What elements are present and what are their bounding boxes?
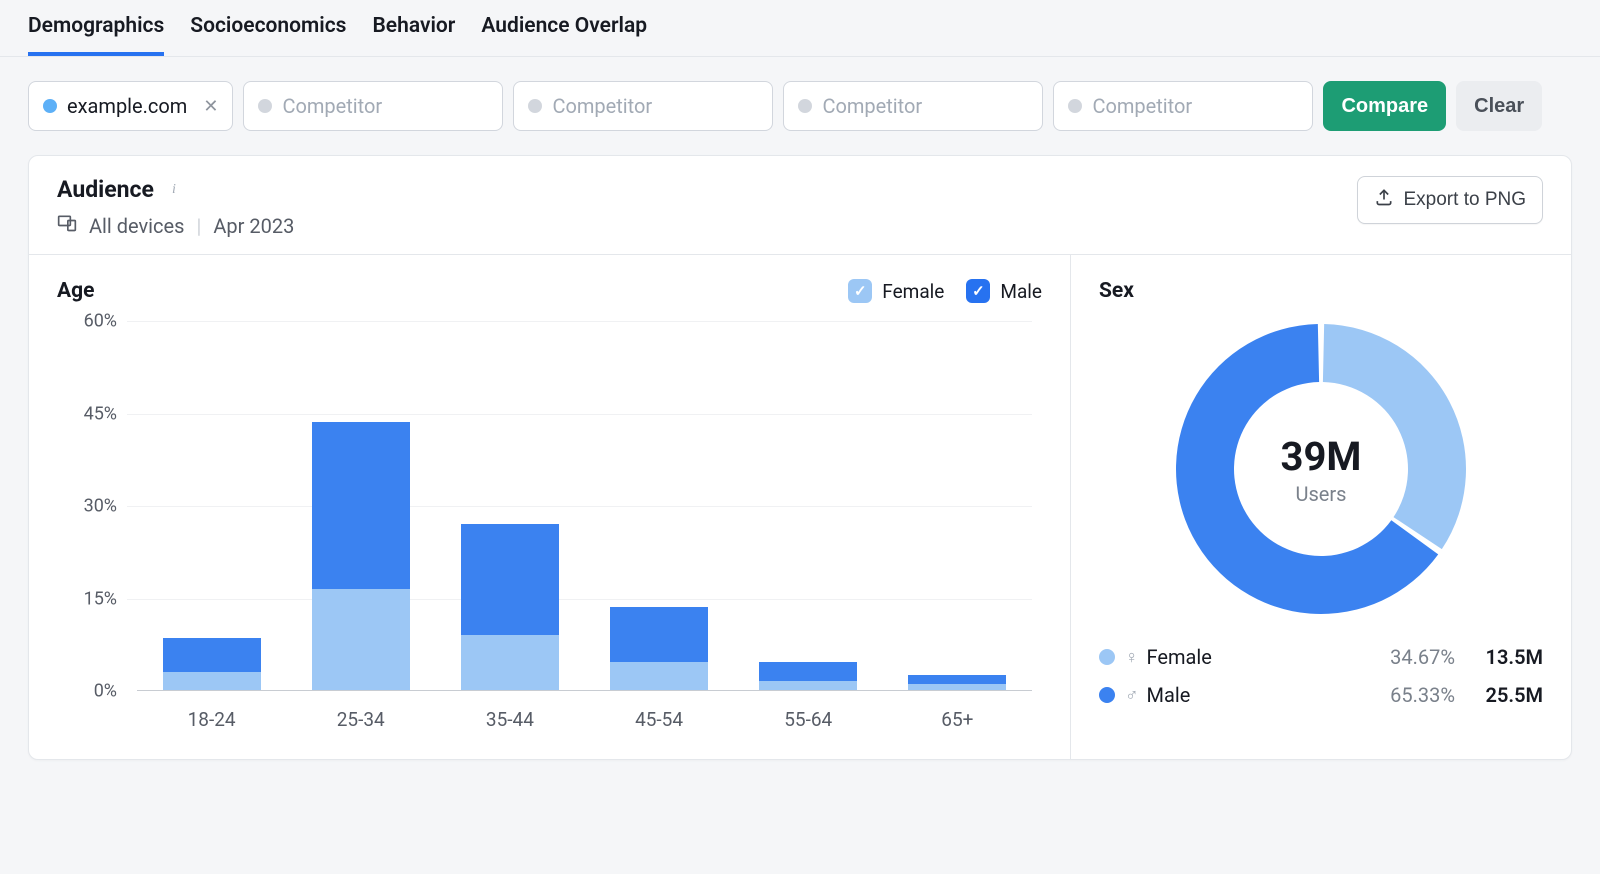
legend-label-male: Male bbox=[1000, 280, 1042, 303]
date-label: Apr 2023 bbox=[213, 214, 294, 238]
upload-icon bbox=[1374, 187, 1394, 213]
clear-button[interactable]: Clear bbox=[1456, 81, 1542, 131]
bar-segment-female bbox=[908, 684, 1006, 690]
y-axis-label: 0% bbox=[57, 681, 117, 702]
age-legend: ✓ Female ✓ Male bbox=[848, 279, 1042, 303]
sex-percent: 65.33% bbox=[1390, 683, 1455, 707]
legend-toggle-female[interactable]: ✓ Female bbox=[848, 279, 944, 303]
bar-segment-female bbox=[461, 635, 559, 690]
card-title-row: Audience i bbox=[57, 176, 294, 203]
x-axis-label: 25-34 bbox=[312, 708, 410, 731]
export-label: Export to PNG bbox=[1404, 189, 1527, 211]
sex-label: Male bbox=[1147, 683, 1391, 707]
sex-legend-row-male: ♂ Male65.33% 25.5M bbox=[1099, 683, 1543, 707]
placeholder-text: Competitor bbox=[1092, 94, 1192, 118]
bar-group bbox=[908, 321, 1006, 690]
x-axis-label: 45-54 bbox=[610, 708, 708, 731]
empty-dot-icon bbox=[528, 99, 542, 113]
bar-segment-male bbox=[908, 675, 1006, 684]
domain-label: example.com bbox=[67, 94, 187, 118]
placeholder-text: Competitor bbox=[552, 94, 652, 118]
domain-dot bbox=[43, 99, 57, 113]
legend-label-female: Female bbox=[882, 280, 944, 303]
legend-toggle-male[interactable]: ✓ Male bbox=[966, 279, 1042, 303]
bar-segment-male bbox=[312, 422, 410, 588]
age-panel: Age ✓ Female ✓ Male 0% 15% 30% 45% bbox=[29, 255, 1071, 759]
devices-label[interactable]: All devices bbox=[89, 214, 184, 238]
checkbox-female-icon: ✓ bbox=[848, 279, 872, 303]
bar-group bbox=[759, 321, 857, 690]
age-bar-chart: 0%15%30%45%60% 18-2425-3435-4445-5455-64… bbox=[57, 321, 1042, 731]
tab-audience-overlap[interactable]: Audience Overlap bbox=[481, 14, 647, 56]
checkbox-male-icon: ✓ bbox=[966, 279, 990, 303]
donut-center-value: 39M bbox=[1281, 433, 1362, 480]
bar-segment-female bbox=[759, 681, 857, 690]
competitor-input-3[interactable]: Competitor bbox=[783, 81, 1043, 131]
placeholder-text: Competitor bbox=[822, 94, 922, 118]
tab-behavior[interactable]: Behavior bbox=[372, 14, 455, 56]
bar-segment-male bbox=[163, 638, 261, 672]
domain-pill-primary[interactable]: example.com ✕ bbox=[28, 81, 233, 131]
x-axis-label: 18-24 bbox=[163, 708, 261, 731]
compare-button[interactable]: Compare bbox=[1323, 81, 1446, 131]
legend-dot-icon bbox=[1099, 649, 1115, 665]
tabs-bar: Demographics Socioeconomics Behavior Aud… bbox=[0, 0, 1600, 57]
sex-symbol-icon: ♂ bbox=[1125, 685, 1139, 706]
sex-absolute: 25.5M bbox=[1473, 683, 1543, 707]
empty-dot-icon bbox=[258, 99, 272, 113]
x-axis-label: 65+ bbox=[908, 708, 1006, 731]
bar-group bbox=[312, 321, 410, 690]
remove-domain-icon[interactable]: ✕ bbox=[203, 96, 218, 117]
legend-dot-icon bbox=[1099, 687, 1115, 703]
y-axis-label: 30% bbox=[57, 496, 117, 517]
y-axis-label: 60% bbox=[57, 311, 117, 332]
devices-icon bbox=[57, 213, 77, 238]
bar-segment-female bbox=[163, 672, 261, 690]
bar-group bbox=[461, 321, 559, 690]
sex-label: Female bbox=[1147, 645, 1391, 669]
audience-card: Audience i All devices | Apr 2023 Export… bbox=[28, 155, 1572, 760]
export-png-button[interactable]: Export to PNG bbox=[1357, 176, 1544, 224]
sex-percent: 34.67% bbox=[1390, 645, 1455, 669]
x-axis-label: 35-44 bbox=[461, 708, 559, 731]
tab-socioeconomics[interactable]: Socioeconomics bbox=[190, 14, 346, 56]
x-axis-label: 55-64 bbox=[759, 708, 857, 731]
sex-panel: Sex 39M Users ♀ Female34.67% 13.5M ♂ Male65.… bbox=[1071, 255, 1571, 759]
donut-center-caption: Users bbox=[1296, 482, 1347, 506]
sex-title: Sex bbox=[1099, 279, 1543, 303]
competitor-input-1[interactable]: Competitor bbox=[243, 81, 503, 131]
bar-group bbox=[610, 321, 708, 690]
separator: | bbox=[196, 214, 201, 238]
sex-legend: ♀ Female34.67% 13.5M ♂ Male65.33% 25.5M bbox=[1099, 645, 1543, 707]
bar-group bbox=[163, 321, 261, 690]
competitor-input-4[interactable]: Competitor bbox=[1053, 81, 1313, 131]
sex-absolute: 13.5M bbox=[1473, 645, 1543, 669]
empty-dot-icon bbox=[1068, 99, 1082, 113]
bar-segment-female bbox=[610, 662, 708, 690]
competitor-input-2[interactable]: Competitor bbox=[513, 81, 773, 131]
info-icon[interactable]: i bbox=[164, 180, 184, 200]
y-axis-label: 15% bbox=[57, 588, 117, 609]
y-axis-label: 45% bbox=[57, 403, 117, 424]
bar-segment-female bbox=[312, 589, 410, 690]
age-title: Age bbox=[57, 279, 94, 303]
competitor-row: example.com ✕ Competitor Competitor Comp… bbox=[0, 57, 1600, 131]
card-title: Audience bbox=[57, 176, 154, 203]
bar-segment-male bbox=[610, 607, 708, 662]
sex-symbol-icon: ♀ bbox=[1125, 647, 1139, 668]
sex-legend-row-female: ♀ Female34.67% 13.5M bbox=[1099, 645, 1543, 669]
placeholder-text: Competitor bbox=[282, 94, 382, 118]
empty-dot-icon bbox=[798, 99, 812, 113]
sex-donut-chart: 39M Users bbox=[1171, 319, 1471, 619]
tab-demographics[interactable]: Demographics bbox=[28, 14, 164, 56]
bar-segment-male bbox=[461, 524, 559, 635]
bar-segment-male bbox=[759, 662, 857, 680]
